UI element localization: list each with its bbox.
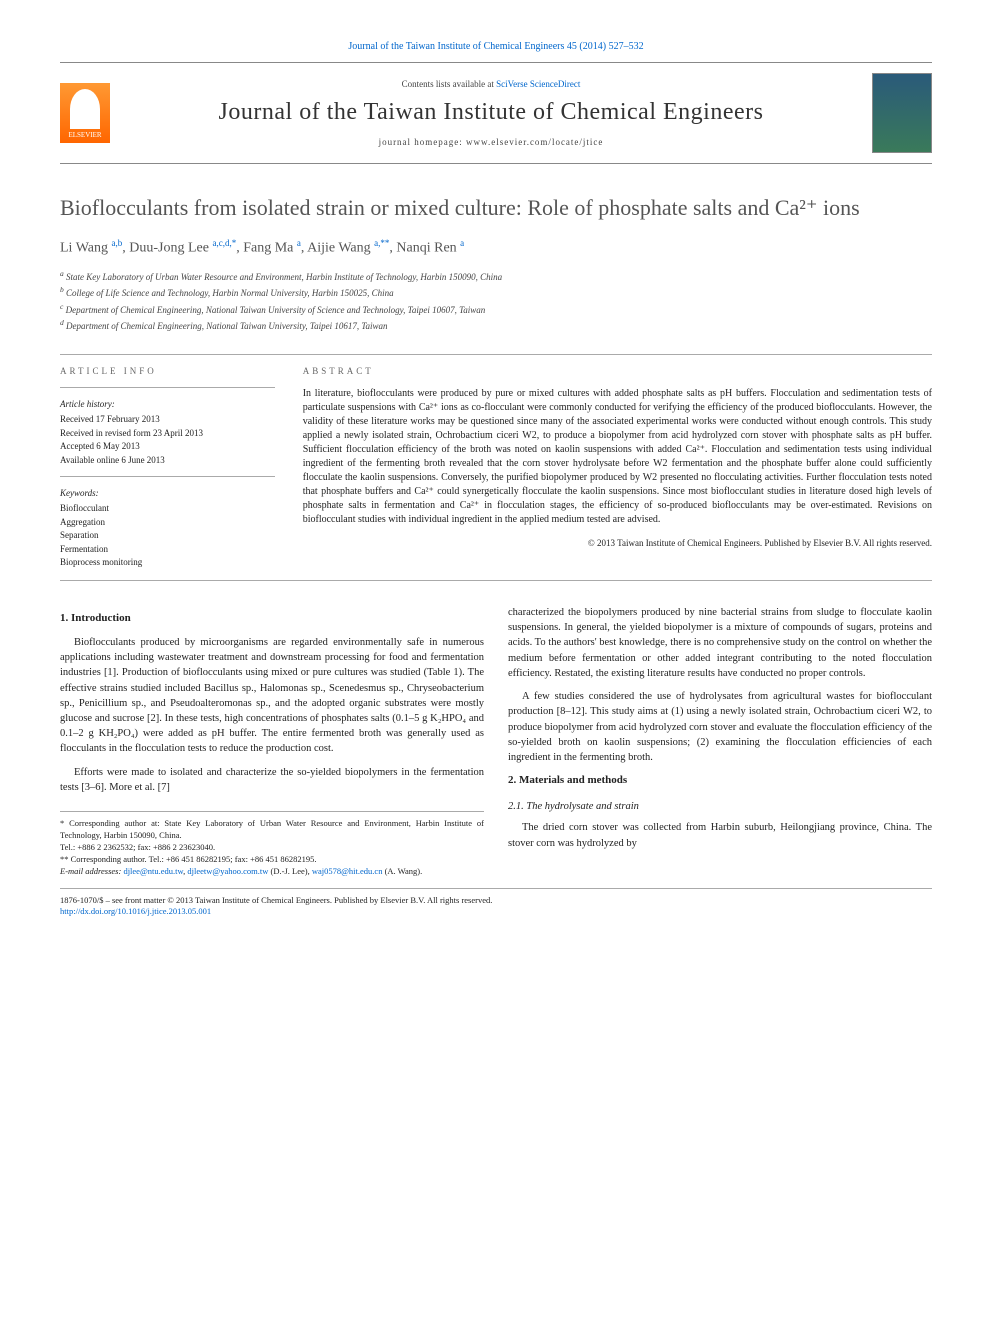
article-info-head: ARTICLE INFO: [60, 365, 275, 378]
email-1[interactable]: djlee@ntu.edu.tw: [123, 866, 183, 876]
journal-homepage: journal homepage: www.elsevier.com/locat…: [122, 136, 860, 149]
left-column: 1. Introduction Bioflocculants produced …: [60, 605, 484, 878]
page-footer: 1876-1070/$ – see front matter © 2013 Ta…: [60, 888, 932, 919]
corr-line-3: ** Corresponding author. Tel.: +86 451 8…: [60, 854, 484, 866]
affiliation: c Department of Chemical Engineering, Na…: [60, 301, 932, 318]
elsevier-tree-icon: [70, 89, 100, 129]
journal-header: ELSEVIER Contents lists available at Sci…: [60, 62, 932, 164]
intro-p4: A few studies considered the use of hydr…: [508, 689, 932, 765]
section-2-head: 2. Materials and methods: [508, 773, 932, 789]
contents-prefix: Contents lists available at: [402, 79, 496, 89]
right-column: characterized the biopolymers produced b…: [508, 605, 932, 878]
corresponding-block: * Corresponding author at: State Key Lab…: [60, 811, 484, 877]
intro-p1: Bioflocculants produced by microorganism…: [60, 635, 484, 757]
keywords-label: Keywords:: [60, 487, 275, 500]
authors-line: Li Wang a,b, Duu-Jong Lee a,c,d,*, Fang …: [60, 237, 932, 258]
contents-line: Contents lists available at SciVerse Sci…: [122, 78, 860, 91]
issn-line: 1876-1070/$ – see front matter © 2013 Ta…: [60, 895, 932, 907]
section-2-1-head: 2.1. The hydrolysate and strain: [508, 799, 932, 814]
history-item: Received in revised form 23 April 2013: [60, 427, 275, 440]
keyword-item: Fermentation: [60, 543, 275, 556]
section-1-head: 1. Introduction: [60, 611, 484, 627]
history-label: Article history:: [60, 398, 275, 411]
body-columns: 1. Introduction Bioflocculants produced …: [60, 605, 932, 878]
elsevier-logo: ELSEVIER: [60, 83, 110, 143]
abstract: ABSTRACT In literature, bioflocculants w…: [287, 355, 932, 580]
sciencedirect-link[interactable]: SciVerse ScienceDirect: [496, 79, 580, 89]
article-title: Bioflocculants from isolated strain or m…: [60, 194, 932, 223]
email-2[interactable]: djleetw@yahoo.com.tw: [187, 866, 268, 876]
email-3[interactable]: waj0578@hit.edu.cn: [312, 866, 383, 876]
top-citation: Journal of the Taiwan Institute of Chemi…: [60, 40, 932, 54]
intro-p2: Efforts were made to isolated and charac…: [60, 765, 484, 795]
history-item: Accepted 6 May 2013: [60, 440, 275, 453]
history-item: Available online 6 June 2013: [60, 454, 275, 467]
keyword-item: Bioflocculant: [60, 502, 275, 515]
methods-p1: The dried corn stover was collected from…: [508, 820, 932, 850]
journal-title: Journal of the Taiwan Institute of Chemi…: [122, 96, 860, 130]
article-info: ARTICLE INFO Article history: Received 1…: [60, 355, 287, 580]
abstract-head: ABSTRACT: [303, 365, 932, 378]
emails-label: E-mail addresses:: [60, 866, 123, 876]
journal-cover-thumb: [872, 73, 932, 153]
corr-line-1: * Corresponding author at: State Key Lab…: [60, 818, 484, 842]
doi-link[interactable]: http://dx.doi.org/10.1016/j.jtice.2013.0…: [60, 906, 211, 916]
corr-emails: E-mail addresses: djlee@ntu.edu.tw, djle…: [60, 866, 484, 878]
abstract-copyright: © 2013 Taiwan Institute of Chemical Engi…: [303, 537, 932, 550]
email-person-2: (A. Wang).: [382, 866, 422, 876]
affiliation: b College of Life Science and Technology…: [60, 284, 932, 301]
keyword-item: Aggregation: [60, 516, 275, 529]
info-abstract-row: ARTICLE INFO Article history: Received 1…: [60, 354, 932, 581]
corr-line-2: Tel.: +886 2 2362532; fax: +886 2 236230…: [60, 842, 484, 854]
keyword-item: Bioprocess monitoring: [60, 556, 275, 569]
affiliations: a State Key Laboratory of Urban Water Re…: [60, 268, 932, 334]
intro-p3: characterized the biopolymers produced b…: [508, 605, 932, 681]
keyword-item: Separation: [60, 529, 275, 542]
affiliation: a State Key Laboratory of Urban Water Re…: [60, 268, 932, 285]
elsevier-logo-label: ELSEVIER: [68, 131, 101, 141]
affiliation: d Department of Chemical Engineering, Na…: [60, 317, 932, 334]
abstract-text: In literature, bioflocculants were produ…: [303, 387, 932, 527]
history-item: Received 17 February 2013: [60, 413, 275, 426]
email-person-1: (D.-J. Lee),: [268, 866, 309, 876]
header-middle: Contents lists available at SciVerse Sci…: [122, 78, 860, 149]
